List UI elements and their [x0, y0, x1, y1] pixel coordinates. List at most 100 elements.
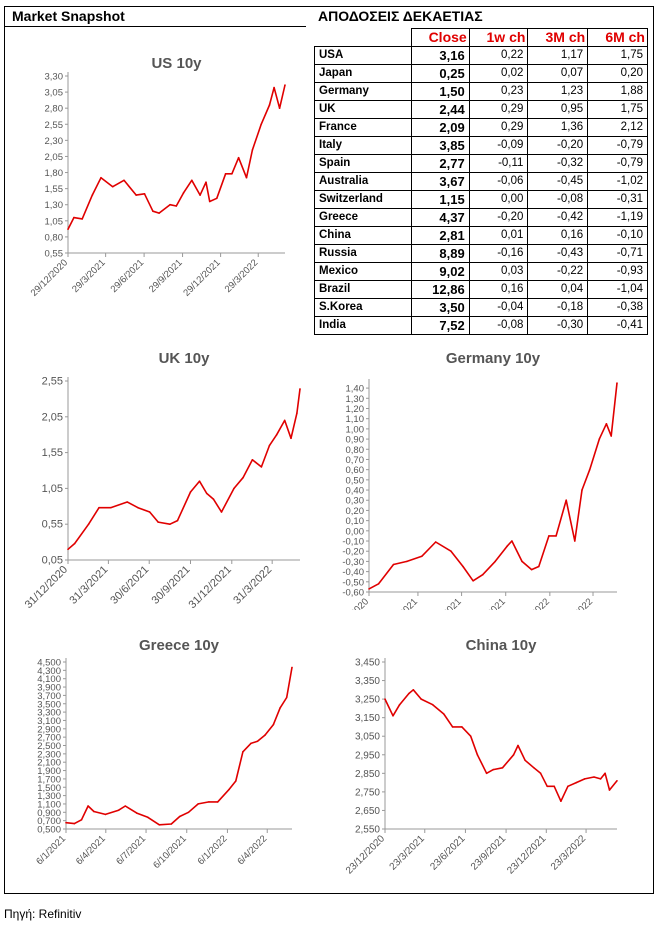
greece-data-point: [250, 742, 252, 745]
china-data-point: [517, 744, 519, 747]
germany-y-tick-label: -0,20: [342, 547, 364, 558]
change-3m-cell: 1,36: [527, 118, 589, 137]
country-cell: Germany: [314, 82, 412, 101]
uk-x-tick-label: 30/9/2021: [150, 564, 193, 607]
change-6m-cell: -1,02: [587, 172, 648, 191]
germany-x-tick-label: 12/4/2022: [557, 596, 595, 610]
germany-y-tick-label: 0,60: [346, 465, 365, 476]
table-row: Russia 8,89 -0,16 -0,43 -0,71: [314, 244, 648, 263]
germany-data-point: [530, 568, 533, 571]
greece-data-point: [80, 819, 83, 821]
china-data-point: [420, 698, 422, 700]
uk-data-point: [205, 492, 208, 495]
table-row: Greece 4,37 -0,20 -0,42 -1,19: [314, 208, 648, 227]
country-cell: S.Korea: [314, 298, 412, 317]
greece-x-tick-label: 6/7/2021: [114, 833, 148, 867]
us-y-tick-label: 1,05: [45, 216, 64, 227]
change-1w-cell: 0,01: [468, 226, 529, 245]
change-3m-cell: -0,18: [527, 298, 589, 317]
germany-y-tick-label: -0,50: [342, 577, 364, 588]
china-data-point: [553, 785, 555, 788]
germany-y-tick-label: 0,10: [346, 516, 365, 527]
change-1w-cell: 0,29: [468, 118, 529, 137]
china-data-point: [512, 754, 515, 756]
greece-x-tick-label: 6/1/2022: [196, 833, 230, 867]
header-blank: [314, 28, 412, 47]
uk-y-tick-label: 1,55: [42, 447, 63, 459]
country-cell: Spain: [314, 154, 412, 173]
china-data-point: [567, 785, 569, 788]
china-data-point: [616, 780, 618, 782]
change-1w-cell: 0,23: [468, 82, 529, 101]
us-y-tick-label: 0,55: [45, 249, 64, 260]
germany-y-tick-label: 1,20: [346, 404, 365, 415]
uk-x-tick-label: 31/12/2020: [23, 564, 70, 611]
china-y-tick-label: 3,250: [355, 695, 380, 706]
close-cell: 2,81: [411, 226, 470, 245]
uk-data-point: [220, 511, 223, 513]
china-chart-title: China 10y: [466, 637, 538, 654]
country-cell: UK: [314, 100, 412, 119]
close-cell: 8,89: [411, 244, 470, 263]
china-data-point: [608, 789, 611, 791]
greece-x-tick-label: 6/4/2022: [235, 833, 269, 867]
table-row: USA 3,16 0,22 1,17 1,75: [314, 46, 648, 65]
change-6m-cell: -0,38: [587, 298, 648, 317]
germany-data-point: [421, 555, 423, 558]
greece-data-point: [87, 805, 89, 807]
change-3m-cell: -0,08: [527, 190, 589, 209]
close-cell: 2,44: [411, 100, 470, 119]
china-y-tick-label: 2,850: [355, 769, 380, 780]
table-row: UK 2,44 0,29 0,95 1,75: [314, 100, 648, 119]
germany-data-point: [521, 560, 523, 563]
germany-y-tick-label: 0,70: [346, 455, 365, 466]
us-10y-chart: US 10y 0,55 0,80 1,05 1,30 1,55 1,80 2,05 2,30 2,…: [10, 48, 302, 313]
change-3m-cell: -0,32: [527, 154, 589, 173]
china-x-tick-label: 23/3/2021: [388, 833, 428, 873]
germany-data-point: [565, 499, 567, 501]
us-y-tick-label: 2,05: [45, 152, 64, 163]
greece-x-tick-label: 6/4/2021: [74, 833, 108, 867]
table-row: Spain 2,77 -0,11 -0,32 -0,79: [314, 154, 648, 173]
country-cell: Brazil: [314, 280, 412, 299]
country-cell: France: [314, 118, 412, 137]
change-3m-cell: 0,07: [527, 64, 589, 83]
close-cell: 2,09: [411, 118, 470, 137]
greece-data-point: [242, 751, 244, 753]
table-row: Australia 3,67 -0,06 -0,45 -1,02: [314, 172, 648, 191]
greece-data-point: [136, 812, 138, 814]
china-y-tick-label: 2,550: [355, 825, 380, 836]
greece-y-tick-label: 2,300: [37, 749, 61, 760]
change-6m-cell: -0,41: [587, 316, 648, 335]
greece-chart-svg: Greece 10y 0,5000,7000,9001,1001,3001,500…: [34, 637, 293, 871]
uk-data-point: [283, 419, 286, 422]
us-data-point: [273, 86, 275, 89]
left-header-tick: [4, 26, 5, 32]
report-frame: [4, 6, 654, 894]
china-10y-chart: China 10y 2,550 2,650 2,750 2,850 2,950 3,050 3…: [325, 632, 625, 890]
greece-y-tick-label: 3,300: [37, 708, 61, 719]
greece-y-tick-label: 2,100: [37, 758, 61, 769]
uk-data-point: [148, 511, 151, 513]
uk-x-tick-label: 31/3/2022: [231, 564, 274, 607]
table-row: Germany 1,50 0,23 1,23 1,88: [314, 82, 648, 101]
table-row: India 7,52 -0,08 -0,30 -0,41: [314, 316, 648, 335]
germany-chart-svg: Germany 10y -0,60-0,50-0,40-0,30-0,20-0,1…: [330, 350, 618, 638]
country-cell: USA: [314, 46, 412, 65]
greece-y-tick-label: 1,500: [37, 783, 61, 794]
us-data-point: [169, 203, 171, 206]
germany-y-tick-label: 0,20: [346, 506, 365, 517]
close-cell: 7,52: [411, 316, 470, 335]
us-y-tick-label: 2,30: [45, 136, 64, 147]
table-row: Mexico 9,02 0,03 -0,22 -0,93: [314, 262, 648, 281]
us-data-point: [81, 218, 83, 220]
change-6m-cell: -1,04: [587, 280, 648, 299]
us-data-point: [268, 104, 271, 106]
greece-data-point: [73, 822, 76, 825]
table-row: Japan 0,25 0,02 0,07 0,20: [314, 64, 648, 83]
change-6m-cell: -0,10: [587, 226, 648, 245]
us-data-point: [175, 205, 178, 207]
change-6m-cell: 1,75: [587, 100, 648, 119]
country-cell: Greece: [314, 208, 412, 227]
us-data-point: [91, 194, 94, 196]
